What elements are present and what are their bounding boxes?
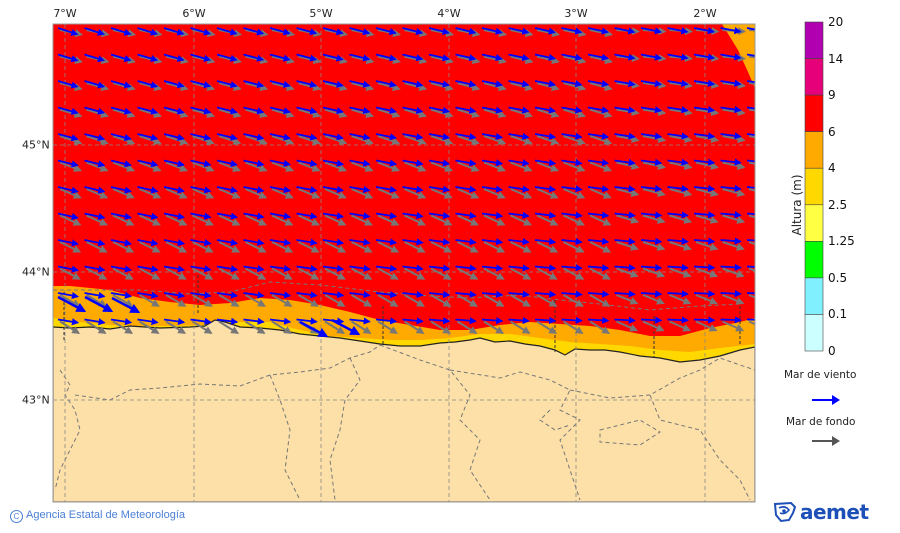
longitude-label: 3°W: [564, 7, 588, 20]
longitude-label: 2°W: [693, 7, 717, 20]
wave-direction-arrows: [57, 27, 755, 338]
wind-sea-legend-label: Mar de viento: [784, 369, 857, 381]
colorbar-segment: [804, 241, 824, 279]
copyright-text: Agencia Estatal de Meteorología: [26, 509, 185, 521]
colorbar-segment: [804, 131, 824, 169]
wind-sea-arrowhead-icon: [832, 395, 840, 405]
colorbar-tick-label: 0: [828, 344, 836, 358]
copyright-notice: C Agencia Estatal de Meteorología: [10, 509, 185, 523]
colorbar-tick-label: 4: [828, 161, 836, 176]
colorbar-tick-label: 2.5: [828, 197, 848, 212]
colorbar-tick-label: 20: [828, 15, 844, 29]
colorbar-segment: [804, 21, 824, 59]
colorbar-tick-label: 0.1: [828, 307, 848, 322]
colorbar-segment: [804, 314, 824, 352]
colorbar-segment: [804, 204, 824, 242]
colorbar-segment: [804, 94, 824, 132]
colorbar-title: Altura (m): [790, 174, 804, 236]
longitude-label: 7°W: [53, 7, 77, 20]
aemet-logo: aemet: [773, 500, 869, 524]
latitude-label: 44°N: [22, 265, 50, 279]
colorbar-segment: [804, 277, 824, 315]
colorbar-tick-label: 14: [828, 51, 844, 66]
aemet-emblem-icon: [773, 501, 797, 523]
longitude-label: 6°W: [182, 7, 206, 20]
copyright-icon: C: [10, 510, 23, 523]
swell-legend-label: Mar de fondo: [786, 416, 856, 428]
land-area: [53, 319, 755, 502]
colorbar-tick-label: 9: [828, 88, 836, 103]
colorbar-segment: [804, 167, 824, 206]
country-borders: [53, 281, 755, 501]
longitude-label: 4°W: [437, 7, 461, 20]
colorbar: [804, 21, 824, 352]
aemet-wordmark: aemet: [800, 500, 869, 524]
map-frame: [52, 23, 756, 503]
colorbar-tick-label: 6: [828, 124, 836, 139]
colorbar-segment: [804, 58, 824, 96]
latitude-label: 45°N: [22, 138, 50, 152]
colorbar-tick-label: 1.25: [828, 234, 855, 249]
longitude-label: 5°W: [309, 7, 333, 20]
colorbar-tick-label: 0.5: [828, 270, 848, 285]
swell-arrowhead-icon: [832, 436, 840, 446]
sea-mid-area-ne: [722, 24, 755, 88]
latitude-label: 43°N: [22, 393, 50, 407]
